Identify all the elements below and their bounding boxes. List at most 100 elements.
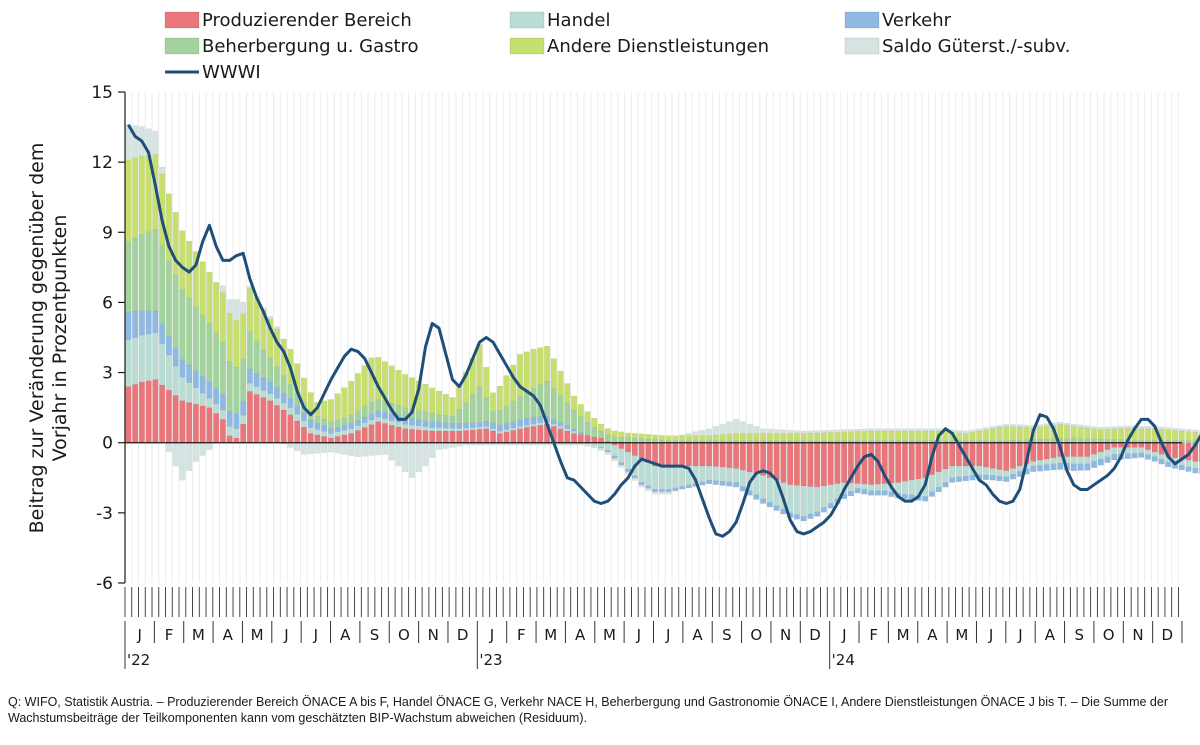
bar-segment [611,444,618,457]
bar-segment [490,411,496,424]
bar-segment [625,451,632,470]
month-label: J [841,626,846,644]
bar-segment [665,489,672,492]
month-label: D [809,626,821,644]
month-label: J [489,626,494,644]
month-label: S [370,626,380,644]
bar-segment [956,476,962,482]
bar-segment [618,448,625,463]
bar-segment [1111,428,1118,440]
bar-segment [287,442,294,448]
bar-segment [422,411,429,421]
bar-segment [1185,460,1192,468]
bar-segment [733,433,740,441]
bar-segment [192,442,199,462]
bar-segment [469,429,476,443]
bar-segment [125,339,132,387]
bar-segment [415,419,422,427]
bar-segment [456,423,463,429]
bar-segment [787,484,794,514]
bar-segment [699,442,706,467]
bar-segment [246,331,253,370]
bar-segment [584,411,591,423]
bar-segment [787,442,794,485]
bar-segment [793,433,800,441]
bar-segment [848,431,854,441]
bar-segment [375,421,382,443]
bar-segment [902,442,908,482]
bar-segment [584,434,591,436]
bar-segment [1084,425,1091,429]
bar-segment [814,432,821,441]
bar-segment [179,289,186,360]
bar-segment [1016,426,1023,441]
month-label: M [192,626,205,644]
bar-segment [152,332,159,380]
bar-segment [1070,442,1077,457]
month-label: J [1017,626,1022,644]
bar-segment [1050,457,1057,464]
bar-segment [483,426,490,429]
bar-segment [429,387,436,414]
bar-segment [773,442,780,481]
bar-segment [733,468,740,483]
bar-segment [577,434,584,443]
bar-segment [253,340,260,374]
bar-segment [523,425,530,428]
bar-segment [159,166,166,175]
bar-segment [240,415,247,425]
bar-segment [307,392,314,412]
bar-segment [881,430,888,441]
bar-segment [1145,442,1151,450]
bar-segment [780,442,787,483]
bar-segment [253,299,260,341]
bar-segment [1070,437,1077,443]
bar-segment [368,401,375,414]
bar-segment [436,442,442,450]
bar-segment [294,420,301,443]
bar-segment [604,451,611,455]
bar-segment [902,481,908,495]
bar-segment [645,462,652,487]
bar-segment [476,426,483,430]
bar-segment [989,442,996,469]
bar-segment [253,386,260,395]
bar-segment [334,419,341,428]
bar-segment [226,426,233,436]
bar-segment [658,442,665,467]
bar-segment [510,421,517,429]
bar-segment [726,433,733,441]
bar-segment [1064,442,1070,457]
bar-segment [827,429,834,433]
bar-segment [530,426,537,443]
year-label: '22 [127,651,150,669]
bar-segment [942,431,949,441]
bar-segment [1124,425,1131,429]
bar-segment [820,442,827,487]
bar-segment [787,430,794,434]
bar-segment [159,343,166,385]
bar-segment [571,409,577,429]
bar-segment [301,412,307,422]
bar-segment [638,442,645,460]
bar-segment [577,404,584,417]
bar-segment [996,427,1003,441]
bar-segment [267,381,274,394]
bar-segment [550,419,557,425]
bar-segment [766,477,773,503]
bar-segment [760,475,767,499]
bar-segment [692,431,699,436]
bar-segment [219,341,226,395]
bar-segment [1104,429,1111,440]
legend: Produzierender Bereich Handel Verkehr Beher… [164,10,1070,83]
bar-segment [996,425,1003,428]
bar-segment [902,430,908,441]
bar-segment [321,442,328,453]
bar-segment [469,422,476,428]
bar-segment [449,430,456,443]
bar-segment [1185,466,1192,472]
y-tick-label: -6 [96,574,113,594]
bar-segment [564,425,571,429]
bar-segment [1043,423,1050,427]
bar-segment [361,406,368,418]
